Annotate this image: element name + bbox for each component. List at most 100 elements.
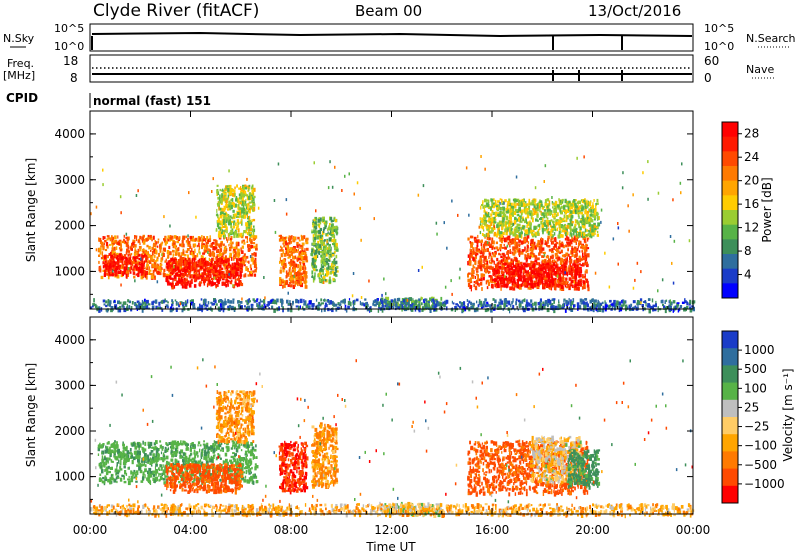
data-cell [230,204,233,210]
data-cell [552,279,555,284]
data-cell [556,248,559,253]
data-cell [110,259,112,263]
data-cell [216,262,219,268]
data-cell [561,266,564,271]
data-cell [238,233,240,237]
data-cell [219,220,222,224]
power-heatmap-data [90,155,696,314]
freq-panel-frame [89,54,694,83]
data-cell [198,272,200,277]
data-cell [508,281,511,284]
data-cell [524,269,527,274]
data-cell [239,260,243,265]
data-cell [487,202,489,207]
data-cell [174,257,177,260]
data-cell [107,266,109,271]
data-cell [200,258,204,263]
data-cell [506,277,509,281]
data-cell [551,229,554,233]
data-cell [311,248,314,253]
data-cell [233,193,236,197]
data-cell [129,254,132,258]
data-cell [584,247,588,252]
data-cell [209,235,211,239]
data-cell [187,267,190,271]
data-cell [148,269,152,272]
data-cell [177,237,180,240]
data-cell [137,269,140,274]
data-cell [142,263,145,267]
data-cell [234,250,237,255]
data-cell [282,278,284,282]
data-cell [113,260,116,263]
data-cell [560,249,563,254]
data-cell [502,252,505,256]
data-cell [194,237,198,241]
data-cell [240,192,243,196]
data-cell [165,275,169,280]
data-cell [106,235,110,238]
data-cell [542,284,545,290]
data-cell [211,242,215,245]
data-cell [99,265,102,270]
data-cell [332,225,336,230]
data-cell [224,192,227,195]
data-cell [243,257,245,260]
data-cell [244,184,247,188]
data-cell [111,250,113,253]
data-cell [138,261,141,266]
data-cell [143,270,146,273]
data-cell [467,261,469,266]
data-cell [541,227,544,233]
data-cell [553,243,557,248]
data-cell [491,284,494,289]
data-cell [581,255,585,258]
data-cell [488,255,490,260]
data-cell [478,239,480,243]
data-cell [289,275,292,278]
data-cell [217,262,220,265]
data-cell [198,237,202,242]
data-cell [226,275,229,279]
data-cell [108,253,112,256]
data-cell [161,267,163,270]
data-cell [513,204,517,209]
data-cell [104,258,107,262]
data-cell [548,211,551,216]
data-cell [318,277,320,280]
data-cell [224,224,227,227]
data-cell [333,228,336,233]
data-cell [126,244,130,248]
data-cell [320,263,322,268]
data-cell [539,280,542,285]
data-cell [142,250,145,254]
data-cell [240,207,244,211]
data-cell [321,280,324,284]
data-cell [196,253,199,258]
data-cell [469,248,472,251]
data-cell [173,235,177,239]
data-cell [222,273,226,276]
data-cell [515,268,518,273]
data-cell [237,204,240,208]
data-cell [511,276,515,279]
data-cell [468,260,472,263]
data-cell [183,281,186,285]
data-cell [289,254,291,257]
data-cell [570,271,573,276]
data-cell [169,236,173,240]
data-cell [127,239,129,243]
data-cell [281,236,284,239]
data-cell [182,235,186,240]
data-cell [214,268,218,273]
data-cell [507,200,510,206]
data-cell [401,298,404,303]
data-cell [516,267,519,271]
cpid-label: CPID [6,91,38,105]
data-cell [467,254,471,258]
data-cell [521,284,524,287]
data-cell [233,221,235,226]
data-cell [205,275,208,279]
data-cell [155,240,157,246]
data-cell [253,252,256,256]
